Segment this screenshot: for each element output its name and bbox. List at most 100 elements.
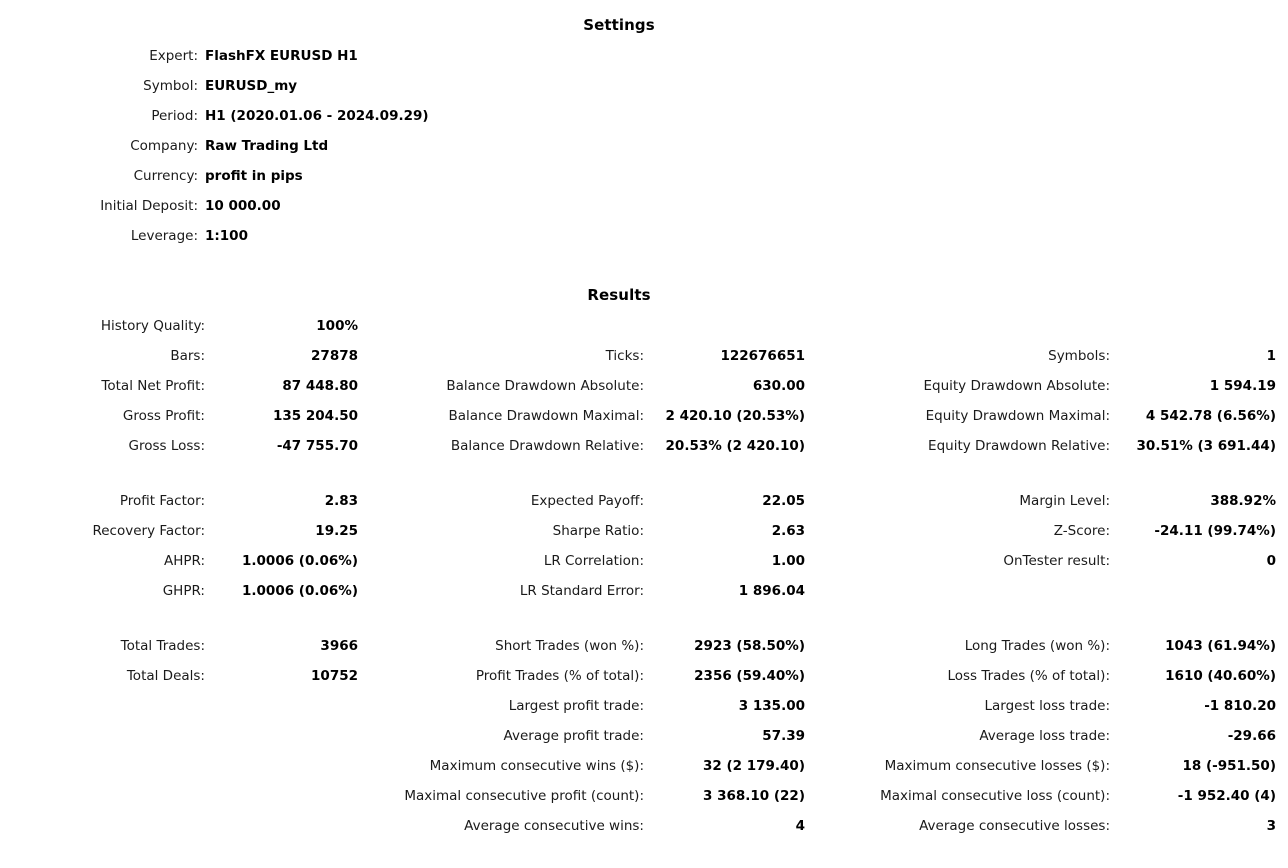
results-cell-label: Expected Payoff: bbox=[530, 493, 644, 509]
results-cell-value: 27878 bbox=[311, 348, 358, 364]
results-cell-label: Long Trades (won %): bbox=[964, 638, 1110, 654]
results-cell-label: Gross Profit: bbox=[122, 408, 205, 424]
results-cell-label: Equity Drawdown Relative: bbox=[928, 438, 1110, 454]
results-cell-value: 32 (2 179.40) bbox=[702, 758, 805, 774]
results-cell: Ticks: 122676651 bbox=[358, 348, 817, 364]
results-cell-value: 388.92% bbox=[1210, 493, 1276, 509]
results-row: Total Trades: 3966 Short Trades (won %): 29… bbox=[0, 638, 1288, 668]
results-cell-label: Balance Drawdown Maximal: bbox=[448, 408, 645, 424]
results-cell: Average consecutive wins: 4 bbox=[358, 818, 817, 834]
results-row: Total Deals: 10752 Profit Trades (% of tot… bbox=[0, 668, 1288, 698]
results-cell-value: 3966 bbox=[320, 638, 358, 654]
results-cell-value: 22.05 bbox=[762, 493, 805, 509]
results-cell-label: Equity Drawdown Absolute: bbox=[923, 378, 1110, 394]
results-cell-value: 2 420.10 (20.53%) bbox=[665, 408, 805, 424]
settings-row: Expert: FlashFX EURUSD H1 bbox=[0, 48, 700, 78]
results-cell-label: LR Standard Error: bbox=[519, 583, 644, 599]
results-cell-label: Balance Drawdown Relative: bbox=[450, 438, 644, 454]
ratio-group: Profit Factor: 2.83 Expected Payoff: 22.05 M… bbox=[0, 493, 1288, 613]
results-cell-label: Maximum consecutive wins ($): bbox=[429, 758, 644, 774]
settings-block: Expert: FlashFX EURUSD H1 Symbol: EURUSD_my… bbox=[0, 48, 700, 258]
results-row: History Quality: 100% bbox=[0, 318, 1288, 348]
results-cell-value: 20.53% (2 420.10) bbox=[665, 438, 805, 454]
results-cell: Margin Level: 388.92% bbox=[817, 493, 1288, 509]
results-cell-label: Symbols: bbox=[1048, 348, 1110, 364]
results-cell: LR Standard Error: 1 896.04 bbox=[358, 583, 817, 599]
results-cell-value: -1 952.40 (4) bbox=[1177, 788, 1276, 804]
results-cell-value: -24.11 (99.74%) bbox=[1154, 523, 1276, 539]
results-cell-label: Total Net Profit: bbox=[101, 378, 205, 394]
settings-row-value: Raw Trading Ltd bbox=[205, 138, 329, 154]
results-cell: Average profit trade: 57.39 bbox=[358, 728, 817, 744]
results-cell: LR Correlation: 1.00 bbox=[358, 553, 817, 569]
results-cell: History Quality: 100% bbox=[0, 318, 358, 334]
results-row: Bars: 27878 Ticks: 122676651 Symbols: 1 bbox=[0, 348, 1288, 378]
results-cell-label: Z-Score: bbox=[1053, 523, 1110, 539]
results-cell-value: 2.63 bbox=[771, 523, 805, 539]
settings-row-label: Symbol: bbox=[143, 78, 198, 94]
results-cell-value: 4 bbox=[795, 818, 805, 834]
results-cell-label: Sharpe Ratio: bbox=[552, 523, 644, 539]
trades-group: Total Trades: 3966 Short Trades (won %): 29… bbox=[0, 638, 1288, 848]
group-spacer bbox=[0, 613, 1288, 638]
results-cell-value: 10752 bbox=[311, 668, 358, 684]
results-cell-value: 135 204.50 bbox=[273, 408, 358, 424]
results-cell-value: 19.25 bbox=[315, 523, 358, 539]
results-cell-value: 1 bbox=[1266, 348, 1276, 364]
results-cell: GHPR: 1.0006 (0.06%) bbox=[0, 583, 358, 599]
results-cell: Maximum consecutive losses ($): 18 (-951.… bbox=[817, 758, 1288, 774]
results-cell-value: 2923 (58.50%) bbox=[694, 638, 805, 654]
results-cell-value: 0 bbox=[1266, 553, 1276, 569]
results-cell: Average loss trade: -29.66 bbox=[817, 728, 1288, 744]
results-cell: Maximal consecutive profit (count): 3 368… bbox=[358, 788, 817, 804]
results-section-title: Results bbox=[587, 286, 651, 304]
results-cell: Short Trades (won %): 2923 (58.50%) bbox=[358, 638, 817, 654]
results-cell-label: Maximal consecutive profit (count): bbox=[404, 788, 644, 804]
results-cell-label: Gross Loss: bbox=[128, 438, 206, 454]
results-row: Average consecutive wins: 4 Average consec… bbox=[0, 818, 1288, 848]
results-cell: Expected Payoff: 22.05 bbox=[358, 493, 817, 509]
results-cell-label: Bars: bbox=[170, 348, 205, 364]
results-cell: Recovery Factor: 19.25 bbox=[0, 523, 358, 539]
results-cell-label: Short Trades (won %): bbox=[495, 638, 644, 654]
settings-row-value: profit in pips bbox=[205, 168, 303, 184]
results-row: Profit Factor: 2.83 Expected Payoff: 22.05 M… bbox=[0, 493, 1288, 523]
results-cell-value: -29.66 bbox=[1227, 728, 1276, 744]
settings-row-value: EURUSD_my bbox=[205, 78, 298, 94]
results-cell: Profit Factor: 2.83 bbox=[0, 493, 358, 509]
results-cell-label: Average consecutive wins: bbox=[464, 818, 644, 834]
results-cell: Balance Drawdown Absolute: 630.00 bbox=[358, 378, 817, 394]
settings-row: Period: H1 (2020.01.06 - 2024.09.29) bbox=[0, 108, 700, 138]
results-cell: Profit Trades (% of total): 2356 (59.40%) bbox=[358, 668, 817, 684]
results-row: Maximal consecutive profit (count): 3 368… bbox=[0, 788, 1288, 818]
results-cell-value: 87 448.80 bbox=[282, 378, 358, 394]
results-cell-value: 2.83 bbox=[324, 493, 358, 509]
results-row: Gross Loss: -47 755.70 Balance Drawdown Re… bbox=[0, 438, 1288, 468]
results-cell-label: Average consecutive losses: bbox=[919, 818, 1110, 834]
results-cell-value: 57.39 bbox=[762, 728, 805, 744]
results-cell-value: 3 135.00 bbox=[738, 698, 805, 714]
results-cell: Total Trades: 3966 bbox=[0, 638, 358, 654]
results-cell-value: 1.0006 (0.06%) bbox=[242, 553, 358, 569]
results-cell-value: 630.00 bbox=[752, 378, 805, 394]
settings-row-value: FlashFX EURUSD H1 bbox=[205, 48, 358, 64]
results-cell-label: Recovery Factor: bbox=[92, 523, 205, 539]
results-cell-label: Maximum consecutive losses ($): bbox=[884, 758, 1110, 774]
settings-row-label: Currency: bbox=[133, 168, 198, 184]
results-cell: Gross Loss: -47 755.70 bbox=[0, 438, 359, 454]
results-cell-label: Profit Trades (% of total): bbox=[475, 668, 644, 684]
results-cell: Long Trades (won %): 1043 (61.94%) bbox=[817, 638, 1288, 654]
results-row: Largest profit trade: 3 135.00 Largest los… bbox=[0, 698, 1288, 728]
results-cell: AHPR: 1.0006 (0.06%) bbox=[0, 553, 358, 569]
results-cell: Symbols: 1 bbox=[817, 348, 1288, 364]
results-cell: Z-Score: -24.11 (99.74%) bbox=[817, 523, 1288, 539]
results-cell-value: -47 755.70 bbox=[276, 438, 358, 454]
results-cell-label: AHPR: bbox=[163, 553, 205, 569]
results-cell-label: Ticks: bbox=[605, 348, 644, 364]
results-cell-label: Average profit trade: bbox=[503, 728, 644, 744]
settings-row-value: 1:100 bbox=[205, 228, 248, 244]
settings-row-label: Expert: bbox=[149, 48, 198, 64]
settings-row: Company: Raw Trading Ltd bbox=[0, 138, 700, 168]
results-row: GHPR: 1.0006 (0.06%) LR Standard Error: 1 8… bbox=[0, 583, 1288, 613]
results-cell-value: 2356 (59.40%) bbox=[694, 668, 805, 684]
